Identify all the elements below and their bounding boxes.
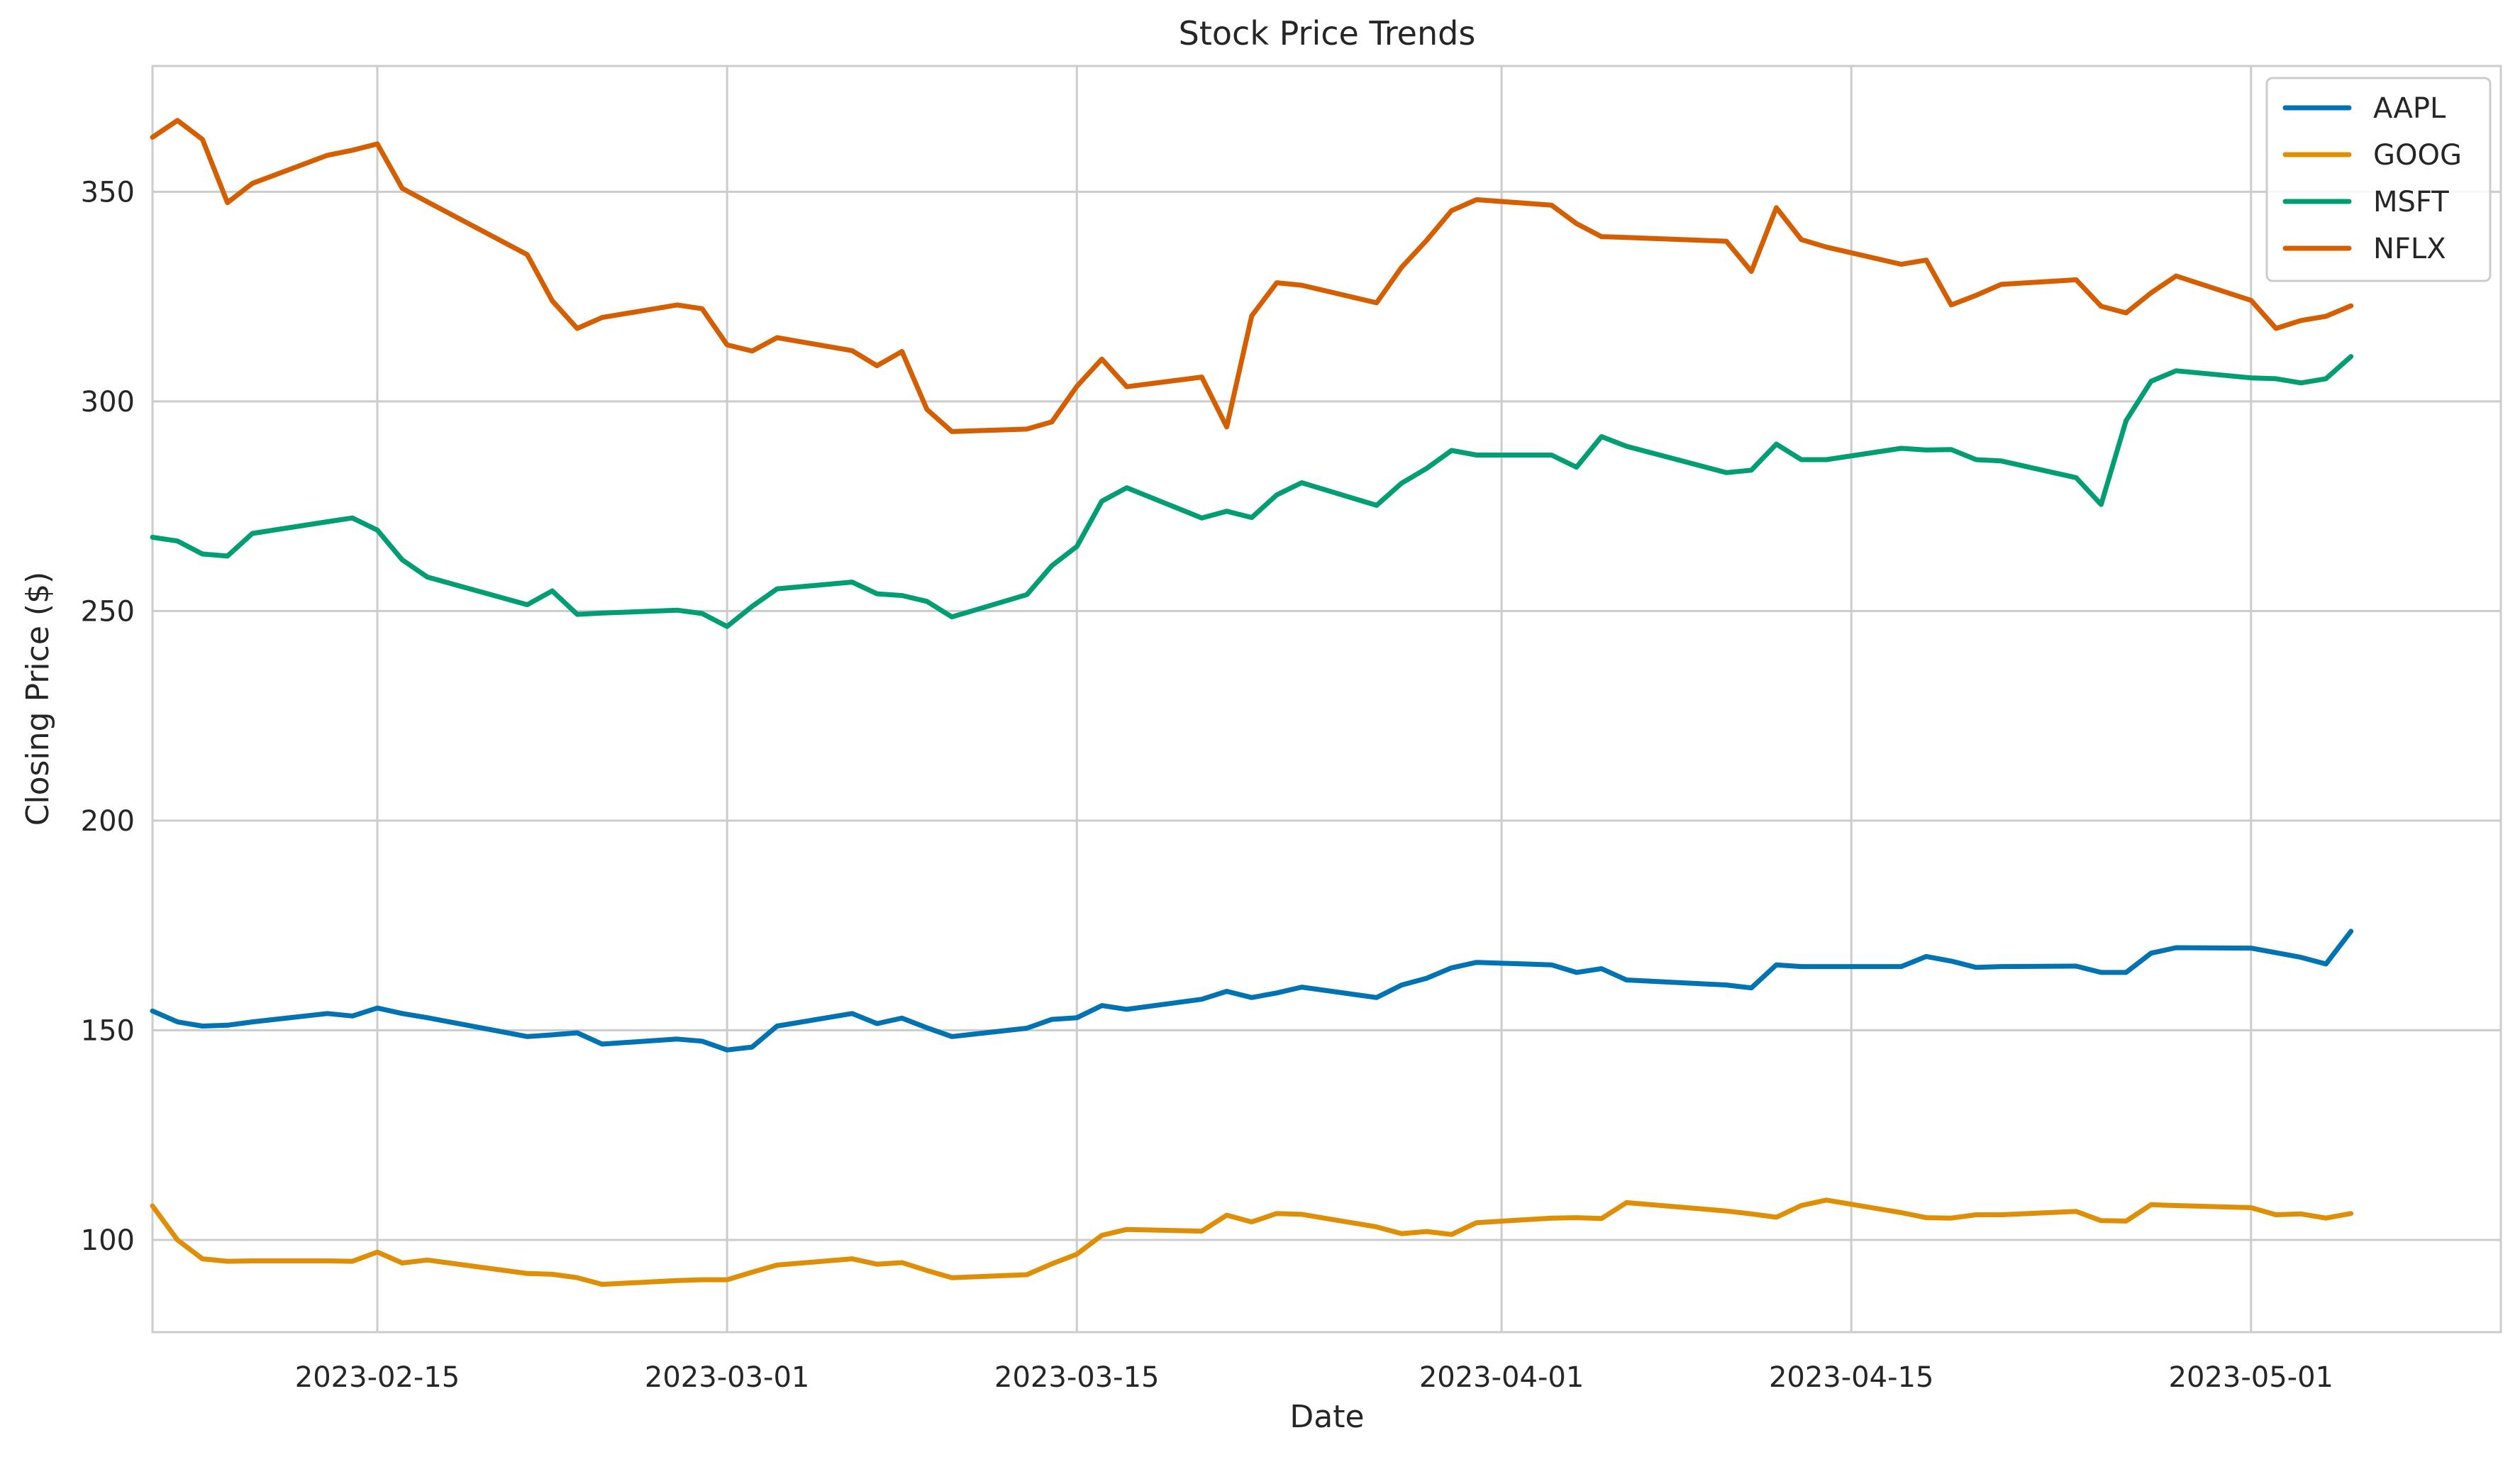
- legend-label-nflx: NFLX: [2373, 233, 2446, 265]
- series-lines: [150, 118, 2354, 1287]
- x-tick-label: 2023-04-01: [1419, 1361, 1584, 1394]
- y-axis-label: Closing Price ($): [20, 572, 56, 826]
- x-axis-ticks: 2023-02-15 2023-03-01 2023-03-15 2023-04-01…: [295, 1361, 2333, 1394]
- series-line-goog: [150, 1197, 2354, 1287]
- legend-label-aapl: AAPL: [2373, 92, 2446, 125]
- legend-label-goog: GOOG: [2373, 139, 2462, 172]
- y-tick-label: 200: [81, 805, 135, 838]
- y-tick-label: 300: [81, 386, 135, 419]
- x-axis-label: Date: [1289, 1399, 1364, 1435]
- legend-frame: [2265, 77, 2492, 282]
- x-tick-label: 2023-03-15: [994, 1361, 1159, 1394]
- x-tick-label: 2023-04-15: [1769, 1361, 1933, 1394]
- grid: [152, 66, 2501, 1332]
- y-tick-label: 100: [81, 1224, 135, 1257]
- series-line-nflx: [150, 118, 2354, 434]
- y-tick-label: 350: [81, 176, 135, 209]
- y-tick-label: 150: [81, 1014, 135, 1047]
- x-tick-label: 2023-02-15: [295, 1361, 460, 1394]
- legend-label-msft: MSFT: [2373, 186, 2449, 218]
- x-tick-label: 2023-03-01: [645, 1361, 809, 1394]
- x-tick-label: 2023-05-01: [2169, 1361, 2333, 1394]
- y-tick-label: 250: [81, 595, 135, 628]
- series-line-aapl: [150, 929, 2354, 1053]
- chart-title: Stock Price Trends: [1179, 14, 1476, 52]
- series-line-msft: [150, 354, 2354, 629]
- plot-area-frame: [151, 65, 2502, 1334]
- y-axis-ticks: 100 150 200 250 300 350: [81, 176, 135, 1257]
- legend: AAPL GOOG MSFT NFLX: [2265, 77, 2492, 282]
